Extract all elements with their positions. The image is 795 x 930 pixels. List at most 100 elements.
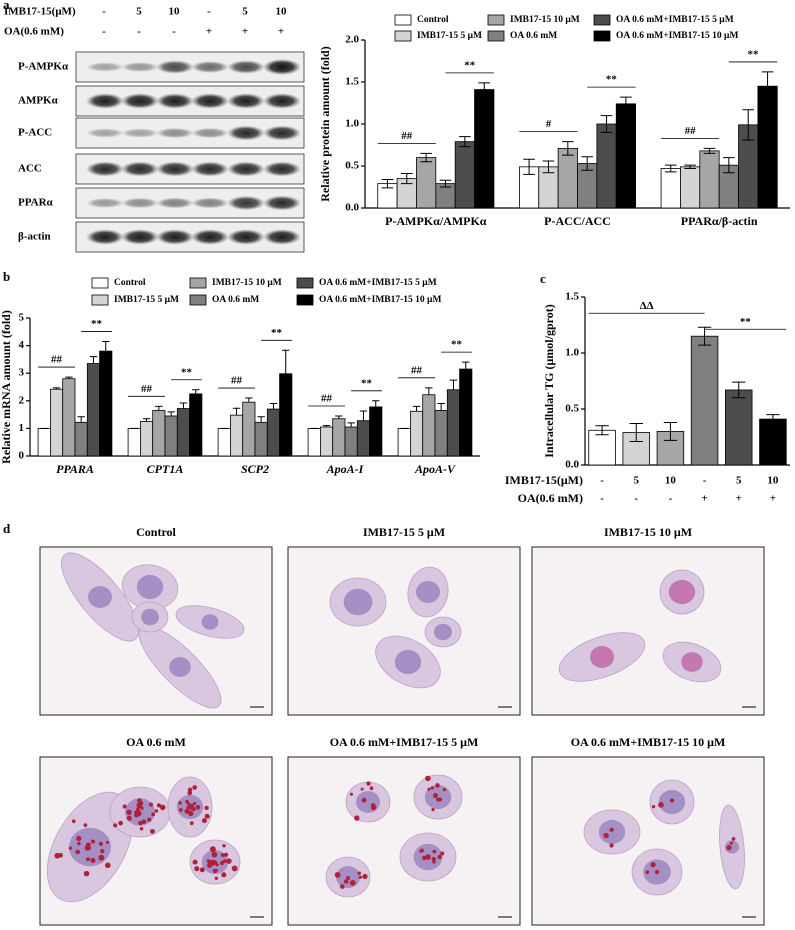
lipid-droplet [154,809,159,813]
lipid-droplet [361,797,367,803]
bar [139,421,154,457]
error-bar [412,405,421,412]
lipid-droplet [438,797,442,802]
annotation: ** [271,327,283,339]
error-bar [257,416,265,423]
lipid-droplet [222,844,226,848]
lipid-droplet [603,832,609,839]
legend-label: IMB17-15 10 μM [510,15,580,25]
annotation: ## [141,383,153,395]
error-bar [52,387,61,390]
bar [588,429,616,466]
x-row-mark: + [736,493,742,505]
blot-band [191,127,229,139]
x-tick-label: P-AMPKα/AMPKα [385,214,487,228]
treatment-mark: 5 [136,6,142,18]
lipid-droplet [432,792,439,799]
lipid-droplet [184,808,190,814]
bar [757,85,778,209]
bar [127,427,141,457]
error-bar [179,402,188,409]
lipid-droplet [214,876,219,880]
annotation: ** [361,377,373,389]
bar [459,368,473,457]
band-label: β-actin [18,231,51,243]
lipid-droplet [358,875,363,879]
micrograph [287,756,521,926]
bar [596,123,617,209]
error-bar [697,326,712,346]
bar [474,89,495,209]
lipid-droplet [432,860,436,864]
error-bar [684,164,696,170]
lipid-droplet [133,812,139,818]
blot-band [86,62,124,72]
blot-band [227,93,265,109]
x-row-mark: 10 [665,475,677,487]
legend-swatch [394,30,412,42]
blot-band [121,161,159,177]
x-row-mark: - [600,493,604,505]
lipid-droplet [98,854,105,861]
blot-band [156,161,194,177]
error-bar [459,136,471,148]
y-tick-label: 1.0 [345,118,359,130]
x-tick-label: PPARα/β-actin [681,214,758,228]
x-row-mark: 10 [767,475,779,487]
band-label: PPARα [18,197,54,209]
bar [615,103,636,209]
lipid-droplet [83,870,90,877]
bar [62,378,76,457]
x-row-label: IMB17-15(μM) [505,473,583,487]
nucleus [668,579,696,605]
error-bar [437,403,445,411]
lipid-droplet [419,848,424,853]
lipid-droplet [654,869,660,875]
lipid-droplet [425,775,431,782]
lipid-droplet [68,846,73,850]
blot-band [191,229,229,245]
blot-band [263,125,301,141]
lipid-droplet [442,788,446,792]
lipid-droplet [211,851,218,858]
legend-swatch [593,14,611,26]
treatment-mark: - [102,6,106,18]
nucleus [356,791,380,813]
lipid-droplet [77,841,81,846]
lipid-droplet [432,849,437,854]
lipid-droplet [427,787,431,791]
y-tick-label: 2 [19,394,25,406]
error-bar [732,381,746,399]
nucleus [416,581,440,603]
bar [369,406,383,457]
lipid-droplet [431,808,435,812]
annotation: ## [401,130,413,142]
treatment-mark: + [242,26,248,38]
legend-swatch [91,294,109,306]
annotation: # [546,118,552,130]
nucleus [434,623,452,641]
blot-band [121,62,159,72]
treatment-mark: - [172,26,176,38]
blot-band [191,93,229,109]
blot-band [121,93,159,109]
bar [50,388,64,457]
lipid-droplet [122,804,127,809]
x-tick-label: SCP2 [241,462,269,476]
error-bar [381,178,394,189]
lipid-droplet [209,846,216,853]
x-tick-label: CPT1A [147,462,184,476]
bar [344,426,358,457]
lipid-droplet [226,858,232,864]
legend-swatch [296,294,314,306]
error-bar [581,156,593,171]
lipid-droplet [187,787,193,793]
blot-band [86,198,124,208]
blot-band [227,125,265,141]
legend-swatch [189,277,207,289]
lipid-droplet [349,792,354,796]
error-bar [359,410,368,421]
lipid-droplet [136,802,143,809]
blot-band [263,93,301,109]
lipid-droplet [126,815,132,821]
